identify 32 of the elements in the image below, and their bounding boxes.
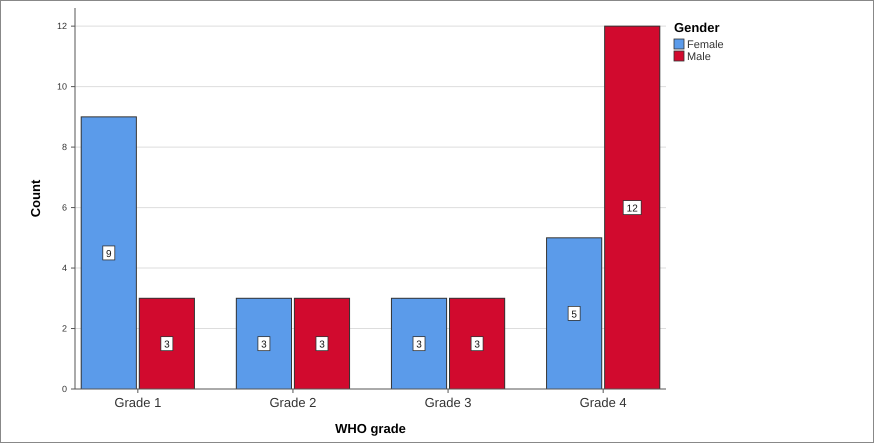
bar: [390, 298, 448, 390]
bar: [604, 26, 660, 390]
data-label: 5: [571, 309, 578, 320]
y-tick-label: 4: [62, 263, 67, 274]
legend-title: Gender: [674, 20, 720, 35]
y-tick-label: 12: [56, 21, 67, 32]
y-axis-title: Count: [28, 179, 43, 218]
x-tick-label: Grade 1: [114, 395, 162, 410]
data-label: 3: [319, 340, 326, 351]
bar: [80, 116, 137, 390]
x-tick-label: Grade 3: [424, 395, 472, 410]
data-label: 3: [164, 340, 170, 351]
data-label: 9: [106, 248, 112, 260]
bar: [449, 298, 506, 390]
bar: [546, 237, 602, 390]
x-tick-label: Grade 4: [580, 395, 627, 410]
legend-label: Female: [687, 39, 724, 51]
y-tick-label: 6: [62, 202, 67, 213]
data-label: 3: [261, 340, 268, 351]
bar: [294, 298, 350, 390]
data-label: 12: [626, 204, 638, 215]
bar: [138, 298, 195, 390]
y-tick-label: 2: [62, 324, 67, 334]
y-tick-label: 8: [62, 142, 67, 152]
data-label: 3: [416, 340, 422, 351]
y-tick-label: 0: [62, 384, 67, 394]
bar: [236, 298, 292, 390]
legend-label: Male: [687, 51, 711, 63]
y-tick-label: 10: [56, 82, 67, 92]
x-tick-label: Grade 2: [269, 395, 316, 410]
x-axis-title: WHO grade: [335, 421, 406, 436]
data-label: 3: [474, 340, 480, 351]
